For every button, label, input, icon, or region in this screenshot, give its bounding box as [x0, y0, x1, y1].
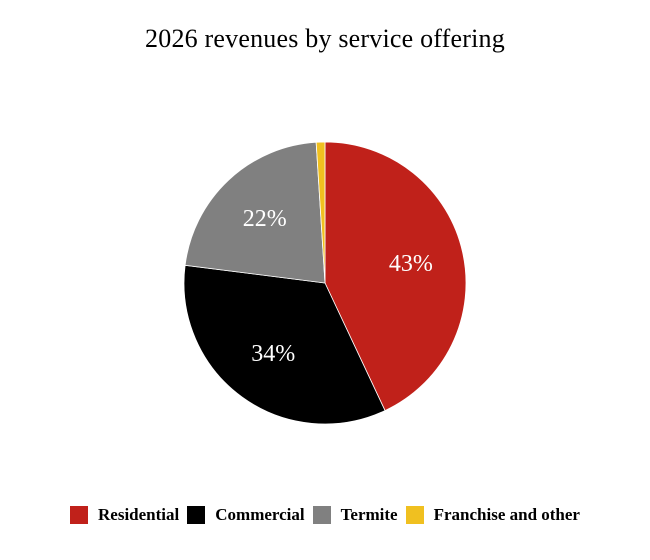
- legend-swatch-franchise-and-other: [405, 506, 424, 524]
- legend-label-franchise-and-other: Franchise and other: [433, 505, 580, 524]
- legend-swatch-termite: [312, 506, 331, 524]
- legend-swatch-commercial: [187, 506, 206, 524]
- legend-label-termite: Termite: [340, 505, 398, 524]
- legend-item-franchise-and-other: Franchise and other: [405, 505, 580, 525]
- legend-swatch-residential: [70, 506, 89, 524]
- data-label-residential: 43%: [389, 251, 433, 277]
- chart-legend: Residential Commercial Termite Franchise…: [0, 505, 650, 525]
- chart-title: 2026 revenues by service offering: [145, 24, 505, 53]
- legend-item-termite: Termite: [312, 505, 398, 525]
- legend-label-residential: Residential: [98, 505, 180, 524]
- data-label-termite: 22%: [243, 206, 287, 232]
- data-label-commercial: 34%: [251, 341, 295, 367]
- pie-slice-residential: [324, 141, 467, 412]
- pie-slice-commercial: [183, 264, 386, 425]
- pie-slice-termite: [184, 141, 326, 284]
- pie-slice-franchise-and-other: [315, 141, 326, 284]
- legend-item-residential: Residential: [70, 505, 179, 525]
- legend-item-commercial: Commercial: [187, 505, 305, 525]
- legend-label-commercial: Commercial: [215, 505, 305, 524]
